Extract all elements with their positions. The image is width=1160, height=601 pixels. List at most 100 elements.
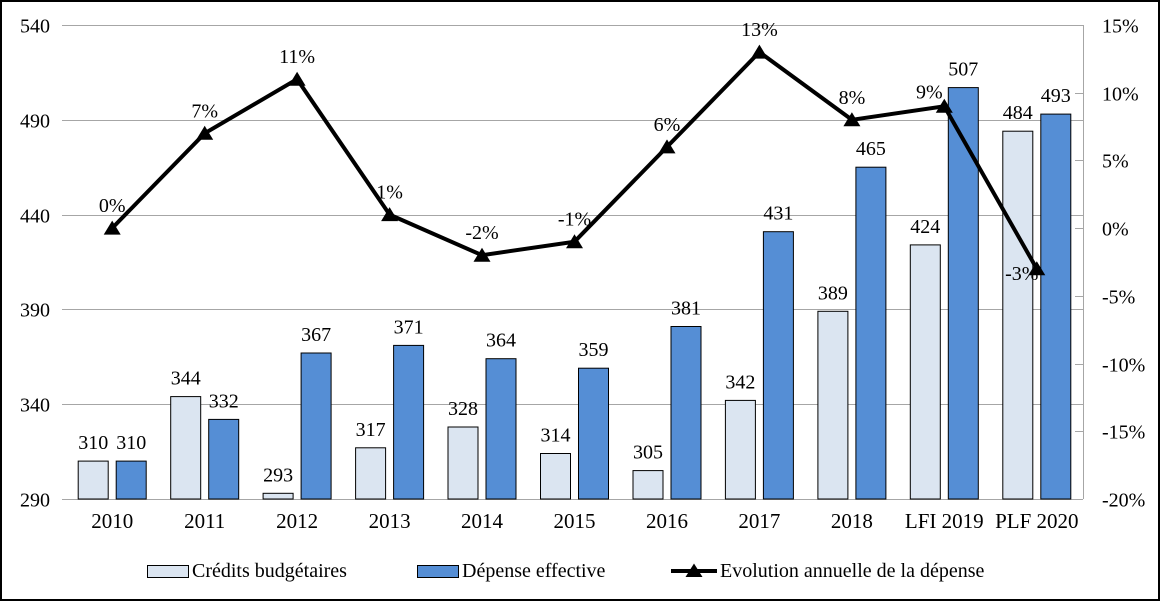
bar-label-depense-effective-PLF 2020: 493 xyxy=(1041,85,1071,107)
bar-label-depense-effective-2010: 310 xyxy=(116,432,146,454)
bar-label-depense-effective-2012: 367 xyxy=(301,324,331,346)
bar-label-credits-budgetaires-2011: 344 xyxy=(171,368,201,390)
legend-item-credits-budgetaires: Crédits budgétaires xyxy=(147,561,347,581)
bar-depense-effective-2011 xyxy=(208,418,240,500)
bar-depense-effective-2016 xyxy=(670,326,702,500)
right-axis-tick--20%: -20% xyxy=(1102,490,1145,512)
triangle-marker-PLF 2020 xyxy=(1028,261,1046,276)
line-label-2010: 0% xyxy=(99,195,126,217)
right-axis-tick--10%: -10% xyxy=(1102,355,1145,377)
bar-label-depense-effective-2016: 381 xyxy=(671,298,701,320)
right-axis-tick-0%: 0% xyxy=(1102,219,1129,241)
line-label-2015: -1% xyxy=(558,209,591,231)
bar-label-depense-effective-2015: 359 xyxy=(579,339,609,361)
right-axis-tick-10%: 10% xyxy=(1102,84,1139,106)
bar-label-credits-budgetaires-2014: 328 xyxy=(448,398,478,420)
line-label-2011: 7% xyxy=(191,100,218,122)
right-axis-tick--5%: -5% xyxy=(1102,287,1135,309)
bar-label-credits-budgetaires-2010: 310 xyxy=(78,432,108,454)
bar-credits-budgetaires-2014 xyxy=(447,426,479,500)
legend-swatch-depense-effective xyxy=(417,564,459,578)
line-label-PLF 2020: -3% xyxy=(1005,263,1038,285)
bar-credits-budgetaires-PLF 2020 xyxy=(1002,130,1034,500)
bar-depense-effective-2018 xyxy=(855,166,887,500)
bar-label-credits-budgetaires-2017: 342 xyxy=(725,371,755,393)
category-label-LFI 2019: LFI 2019 xyxy=(905,509,984,533)
line-label-2017: 13% xyxy=(741,19,778,41)
right-axis-tick--15%: -15% xyxy=(1102,422,1145,444)
bar-label-depense-effective-2018: 465 xyxy=(856,138,886,160)
triangle-marker-2014 xyxy=(473,247,491,262)
category-label-2016: 2016 xyxy=(646,509,688,533)
bar-label-credits-budgetaires-2012: 293 xyxy=(263,464,293,486)
category-label-PLF 2020: PLF 2020 xyxy=(995,509,1078,533)
legend-line-marker-swatch xyxy=(671,563,717,577)
legend-label-depense-effective: Dépense effective xyxy=(462,560,606,582)
bar-label-depense-effective-2017: 431 xyxy=(763,203,793,225)
bar-credits-budgetaires-LFI 2019 xyxy=(909,244,941,500)
line-label-2016: 6% xyxy=(654,114,681,136)
bar-credits-budgetaires-2017 xyxy=(724,399,756,500)
bar-depense-effective-2010 xyxy=(115,460,147,500)
bar-credits-budgetaires-2011 xyxy=(170,396,202,500)
chart-plot-area: 290 340 390 440 490 540 15% 10% 5% 0% -5% -10% -15% -… xyxy=(20,16,1145,534)
right-axis-tick-5%: 5% xyxy=(1102,151,1129,173)
category-label-2015: 2015 xyxy=(554,509,596,533)
left-axis-tick-540: 540 xyxy=(20,16,50,38)
legend-label-evolution-annuelle: Evolution annuelle de la dépense xyxy=(720,560,985,582)
line-label-2018: 8% xyxy=(839,87,866,109)
category-label-2012: 2012 xyxy=(276,509,318,533)
bar-label-credits-budgetaires-2016: 305 xyxy=(633,442,663,464)
bar-label-credits-budgetaires-2018: 389 xyxy=(818,282,848,304)
legend-label-credits-budgetaires: Crédits budgétaires xyxy=(192,560,347,582)
triangle-marker-2013 xyxy=(381,207,399,222)
category-label-2011: 2011 xyxy=(184,509,225,533)
left-axis-tick-390: 390 xyxy=(20,300,50,322)
bar-credits-budgetaires-2013 xyxy=(355,447,387,500)
line-label-2013: 1% xyxy=(376,182,403,204)
legend-item-depense-effective: Dépense effective xyxy=(417,561,605,581)
bar-depense-effective-2012 xyxy=(300,352,332,500)
bar-label-credits-budgetaires-LFI 2019: 424 xyxy=(910,216,940,238)
triangle-marker-2017 xyxy=(750,44,768,59)
bar-depense-effective-2017 xyxy=(762,231,794,500)
legend-swatch-credits-budgetaires xyxy=(147,564,189,578)
bar-label-depense-effective-LFI 2019: 507 xyxy=(948,59,978,81)
category-label-2014: 2014 xyxy=(461,509,504,533)
bar-credits-budgetaires-2010 xyxy=(77,460,109,500)
triangle-marker-2012 xyxy=(288,71,306,86)
triangle-marker-2018 xyxy=(843,112,861,127)
left-axis-tick-340: 340 xyxy=(20,395,50,417)
line-label-2012: 11% xyxy=(279,46,315,68)
triangle-marker-2011 xyxy=(196,125,214,140)
bar-depense-effective-2015 xyxy=(578,367,609,500)
legend-item-evolution-annuelle: Evolution annuelle de la dépense xyxy=(671,561,984,581)
left-axis-tick-290: 290 xyxy=(20,490,50,512)
bar-credits-budgetaires-2015 xyxy=(540,453,571,500)
category-label-2017: 2017 xyxy=(738,509,780,533)
line-label-LFI 2019: 9% xyxy=(916,81,943,103)
bar-label-credits-budgetaires-2015: 314 xyxy=(541,425,571,447)
triangle-marker-2015 xyxy=(566,234,583,249)
bar-credits-budgetaires-2016 xyxy=(632,470,664,500)
bar-label-depense-effective-2013: 371 xyxy=(394,316,424,338)
bar-depense-effective-PLF 2020 xyxy=(1040,113,1072,500)
triangle-marker-LFI 2019 xyxy=(935,98,953,113)
category-label-2013: 2013 xyxy=(369,509,411,533)
bar-label-credits-budgetaires-2013: 317 xyxy=(356,419,386,441)
left-axis-tick-490: 490 xyxy=(20,111,50,133)
category-label-2018: 2018 xyxy=(831,509,873,533)
bar-credits-budgetaires-2012 xyxy=(262,492,294,500)
line-label-2014: -2% xyxy=(465,222,498,244)
triangle-marker-2010 xyxy=(103,220,121,235)
bar-label-depense-effective-2014: 364 xyxy=(486,330,516,352)
right-axis-tick-15%: 15% xyxy=(1102,16,1139,38)
left-axis-tick-440: 440 xyxy=(20,206,50,228)
bar-depense-effective-LFI 2019 xyxy=(947,87,979,500)
bar-label-credits-budgetaires-PLF 2020: 484 xyxy=(1003,102,1033,124)
triangle-marker-2016 xyxy=(658,139,676,154)
category-label-2010: 2010 xyxy=(91,509,133,533)
bar-credits-budgetaires-2018 xyxy=(817,310,849,500)
bar-label-depense-effective-2011: 332 xyxy=(209,390,239,412)
